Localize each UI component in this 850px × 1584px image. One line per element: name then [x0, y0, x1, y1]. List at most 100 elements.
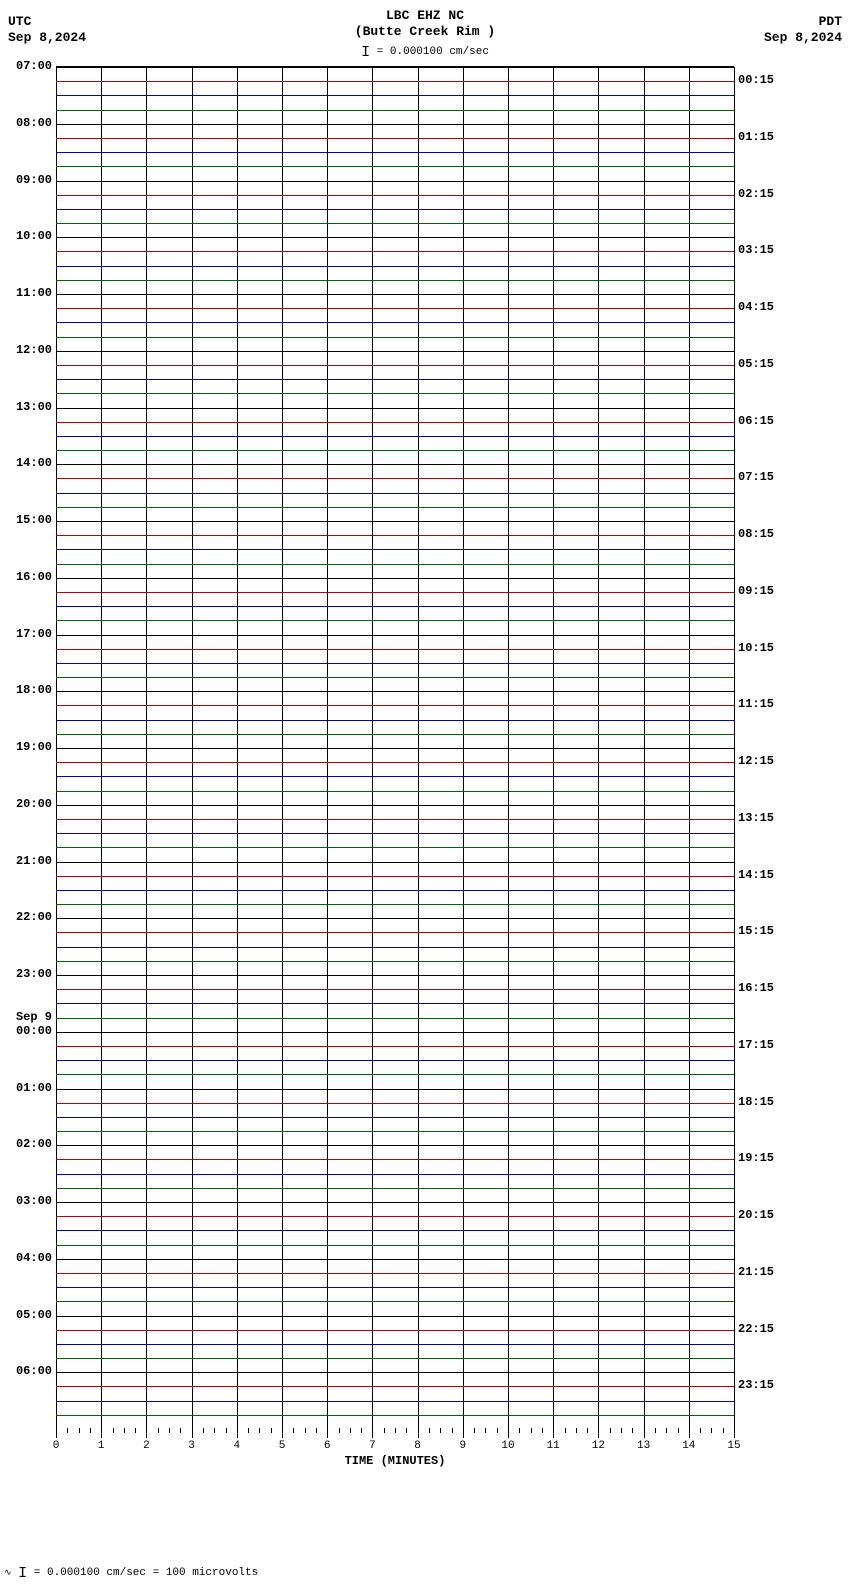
- x-minor-tick: [621, 1428, 622, 1433]
- pdt-hour-label: 19:15: [738, 1151, 774, 1165]
- trace-row: [56, 932, 734, 933]
- x-tick-label: 1: [98, 1440, 105, 1452]
- x-tick-label: 2: [143, 1440, 150, 1452]
- x-tick-label: 8: [414, 1440, 421, 1452]
- trace-row: [56, 776, 734, 777]
- x-tick-label: 6: [324, 1440, 331, 1452]
- trace-row: [56, 1117, 734, 1118]
- x-minor-tick: [271, 1428, 272, 1433]
- scale-bar-icon: I: [361, 44, 370, 61]
- pdt-hour-label: 00:15: [738, 73, 774, 87]
- trace-row: [56, 379, 734, 380]
- pdt-hour-label: 12:15: [738, 754, 774, 768]
- utc-hour-label: 17:00: [16, 627, 52, 641]
- pdt-hour-label: 11:15: [738, 697, 774, 711]
- x-tick-label: 4: [233, 1440, 240, 1452]
- x-minor-tick: [350, 1428, 351, 1433]
- trace-row: [56, 1372, 734, 1373]
- footnote-prefix-icon: ∿: [4, 1568, 12, 1578]
- x-minor-tick: [67, 1428, 68, 1433]
- x-minor-tick: [655, 1428, 656, 1433]
- trace-row: [56, 748, 734, 749]
- x-major-tick: [237, 1428, 238, 1438]
- trace-row: [56, 95, 734, 96]
- trace-row: [56, 862, 734, 863]
- trace-row: [56, 549, 734, 550]
- trace-row: [56, 1301, 734, 1302]
- trace-row: [56, 237, 734, 238]
- trace-row: [56, 592, 734, 593]
- x-tick-label: 15: [727, 1440, 740, 1452]
- trace-row: [56, 436, 734, 437]
- x-tick-label: 5: [279, 1440, 286, 1452]
- trace-row: [56, 1103, 734, 1104]
- x-minor-tick: [474, 1428, 475, 1433]
- trace-row: [56, 393, 734, 394]
- x-major-tick: [372, 1428, 373, 1438]
- x-minor-tick: [214, 1428, 215, 1433]
- x-tick-label: 14: [682, 1440, 695, 1452]
- trace-row: [56, 308, 734, 309]
- x-major-tick: [101, 1428, 102, 1438]
- pdt-hour-label: 02:15: [738, 187, 774, 201]
- utc-hour-label: 13:00: [16, 400, 52, 414]
- x-major-tick: [56, 1428, 57, 1438]
- trace-row: [56, 1386, 734, 1387]
- trace-row: [56, 166, 734, 167]
- trace-row: [56, 847, 734, 848]
- trace-row: [56, 1287, 734, 1288]
- x-major-tick: [146, 1428, 147, 1438]
- utc-hour-label: 11:00: [16, 286, 52, 300]
- x-minor-tick: [406, 1428, 407, 1433]
- x-minor-tick: [565, 1428, 566, 1433]
- x-axis-title: TIME (MINUTES): [56, 1454, 734, 1468]
- x-minor-tick: [429, 1428, 430, 1433]
- trace-row: [56, 521, 734, 522]
- trace-row: [56, 365, 734, 366]
- trace-row: [56, 1344, 734, 1345]
- trace-row: [56, 1174, 734, 1175]
- x-tick-label: 9: [459, 1440, 466, 1452]
- pdt-hour-label: 06:15: [738, 414, 774, 428]
- trace-row: [56, 464, 734, 465]
- x-tick-label: 11: [547, 1440, 560, 1452]
- pdt-hour-label: 14:15: [738, 868, 774, 882]
- trace-row: [56, 705, 734, 706]
- x-minor-tick: [485, 1428, 486, 1433]
- pdt-hour-label: 04:15: [738, 300, 774, 314]
- utc-hour-label: 15:00: [16, 513, 52, 527]
- trace-row: [56, 720, 734, 721]
- x-major-tick: [644, 1428, 645, 1438]
- x-minor-tick: [226, 1428, 227, 1433]
- pdt-hour-label: 21:15: [738, 1265, 774, 1279]
- trace-row: [56, 1273, 734, 1274]
- utc-hour-label: 10:00: [16, 229, 52, 243]
- trace-row: [56, 1330, 734, 1331]
- station-code: LBC EHZ NC: [0, 8, 850, 23]
- x-minor-tick: [124, 1428, 125, 1433]
- x-minor-tick: [305, 1428, 306, 1433]
- trace-row: [56, 876, 734, 877]
- trace-row: [56, 1089, 734, 1090]
- scale-header-text: = 0.000100 cm/sec: [377, 46, 489, 58]
- x-tick-label: 10: [501, 1440, 514, 1452]
- trace-row: [56, 649, 734, 650]
- trace-row: [56, 890, 734, 891]
- trace-row: [56, 620, 734, 621]
- trace-row: [56, 294, 734, 295]
- trace-row: [56, 251, 734, 252]
- trace-row: [56, 67, 734, 68]
- trace-row: [56, 918, 734, 919]
- x-minor-tick: [711, 1428, 712, 1433]
- trace-row: [56, 110, 734, 111]
- x-major-tick: [508, 1428, 509, 1438]
- x-minor-tick: [180, 1428, 181, 1433]
- trace-row: [56, 833, 734, 834]
- trace-row: [56, 422, 734, 423]
- x-minor-tick: [723, 1428, 724, 1433]
- pdt-hour-label: 23:15: [738, 1378, 774, 1392]
- trace-row: [56, 322, 734, 323]
- trace-row: [56, 1032, 734, 1033]
- trace-row: [56, 209, 734, 210]
- utc-hour-label: 18:00: [16, 683, 52, 697]
